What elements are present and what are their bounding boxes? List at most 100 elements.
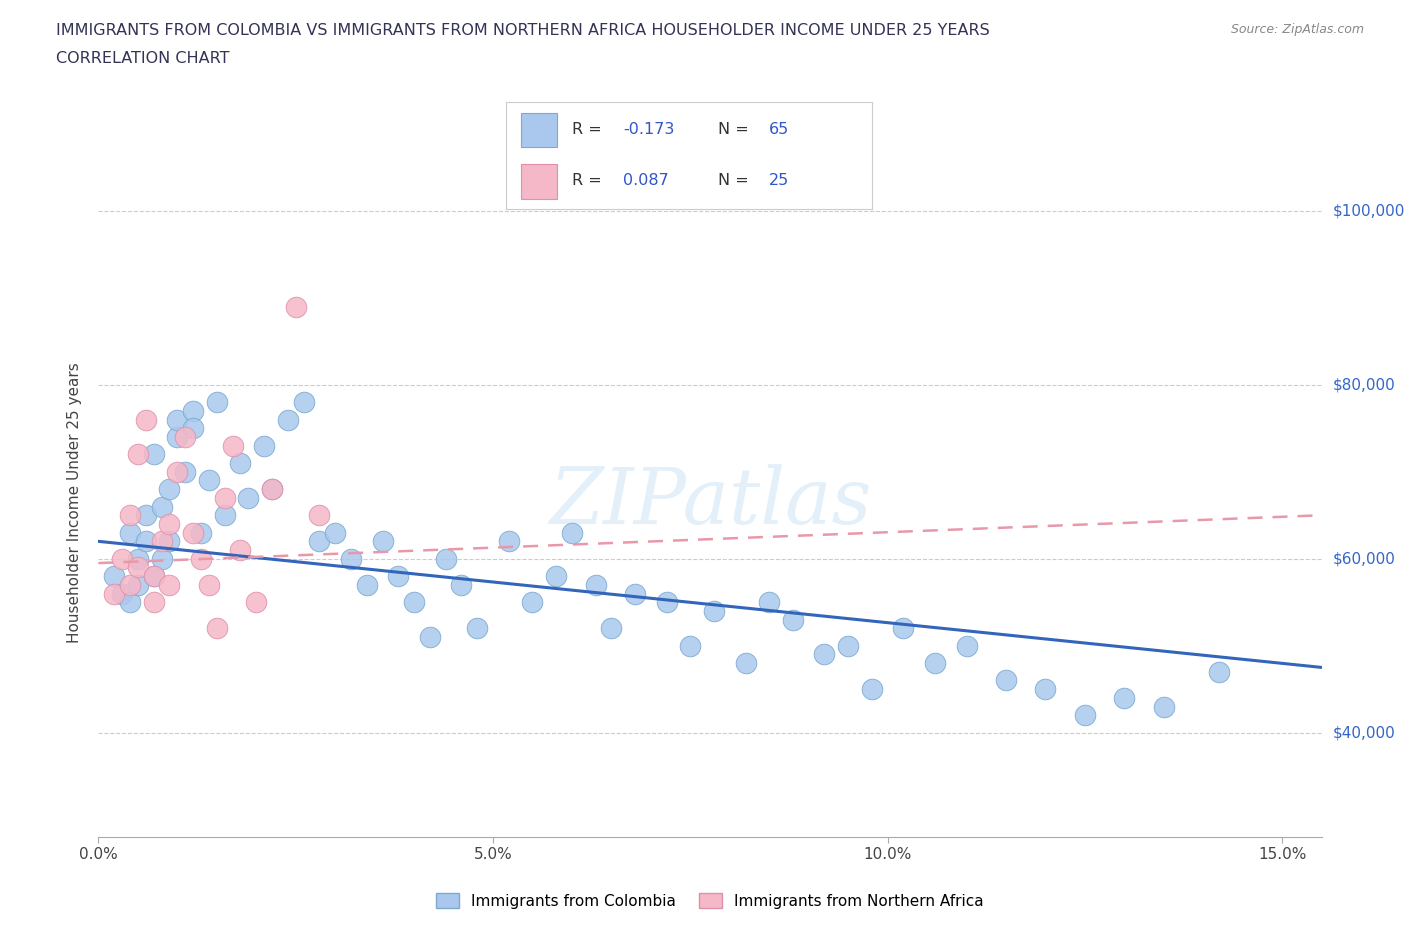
Text: CORRELATION CHART: CORRELATION CHART xyxy=(56,51,229,66)
Text: Source: ZipAtlas.com: Source: ZipAtlas.com xyxy=(1230,23,1364,36)
Point xyxy=(253,438,276,453)
Point xyxy=(1074,708,1097,723)
Point xyxy=(118,578,141,592)
Text: $60,000: $60,000 xyxy=(1333,551,1396,566)
Point xyxy=(198,578,221,592)
Point xyxy=(323,525,346,540)
Point xyxy=(782,612,804,627)
Point xyxy=(238,490,260,505)
Text: $100,000: $100,000 xyxy=(1333,204,1405,219)
Point xyxy=(893,621,915,636)
Point xyxy=(181,525,204,540)
Text: 0.087: 0.087 xyxy=(623,173,669,189)
Point xyxy=(159,534,181,549)
Point xyxy=(404,595,426,610)
Point xyxy=(434,551,457,566)
Point xyxy=(371,534,394,549)
Point xyxy=(159,578,181,592)
Point xyxy=(546,568,568,583)
Point xyxy=(994,673,1017,688)
Point xyxy=(127,578,149,592)
Point xyxy=(340,551,363,566)
Point xyxy=(150,499,173,514)
Point xyxy=(734,656,756,671)
Point xyxy=(103,586,125,601)
Point xyxy=(308,508,330,523)
Point xyxy=(655,595,678,610)
Point xyxy=(198,473,221,488)
Point xyxy=(135,508,157,523)
Point xyxy=(214,490,236,505)
Point xyxy=(703,604,725,618)
Point xyxy=(166,412,188,427)
Point xyxy=(205,394,228,409)
Point xyxy=(465,621,488,636)
Point xyxy=(142,595,165,610)
Point xyxy=(624,586,647,601)
Point xyxy=(190,551,212,566)
Text: 65: 65 xyxy=(769,122,790,137)
Point xyxy=(260,482,283,497)
Text: N =: N = xyxy=(718,173,754,189)
Point xyxy=(214,508,236,523)
Point xyxy=(174,464,197,479)
Point xyxy=(135,412,157,427)
Point xyxy=(955,638,977,653)
Point xyxy=(1208,664,1230,679)
Point xyxy=(150,551,173,566)
Point xyxy=(103,568,125,583)
Point xyxy=(190,525,212,540)
Text: 25: 25 xyxy=(769,173,790,189)
Point xyxy=(111,551,134,566)
Point xyxy=(585,578,607,592)
Point xyxy=(924,656,946,671)
Point xyxy=(292,394,315,409)
Point xyxy=(277,412,299,427)
Y-axis label: Householder Income Under 25 years: Householder Income Under 25 years xyxy=(67,362,83,643)
Point xyxy=(135,534,157,549)
Point xyxy=(356,578,378,592)
Point xyxy=(813,647,835,662)
Point xyxy=(522,595,544,610)
Point xyxy=(600,621,623,636)
Point xyxy=(1153,699,1175,714)
Point xyxy=(387,568,409,583)
Point xyxy=(419,630,441,644)
Point xyxy=(450,578,472,592)
Point xyxy=(181,404,204,418)
Point xyxy=(166,430,188,445)
Point xyxy=(284,299,307,314)
Point xyxy=(111,586,134,601)
Point xyxy=(159,516,181,531)
Text: $80,000: $80,000 xyxy=(1333,378,1396,392)
Point xyxy=(150,534,173,549)
Point xyxy=(118,595,141,610)
Point xyxy=(561,525,583,540)
Point xyxy=(679,638,702,653)
Point xyxy=(229,456,252,471)
Point xyxy=(118,525,141,540)
Text: N =: N = xyxy=(718,122,754,137)
Point xyxy=(142,568,165,583)
Legend: Immigrants from Colombia, Immigrants from Northern Africa: Immigrants from Colombia, Immigrants fro… xyxy=(429,885,991,916)
Point xyxy=(159,482,181,497)
Point xyxy=(142,568,165,583)
Point xyxy=(860,682,883,697)
Point xyxy=(221,438,243,453)
FancyBboxPatch shape xyxy=(520,113,557,147)
Point xyxy=(205,621,228,636)
Point xyxy=(229,542,252,557)
Point xyxy=(127,560,149,575)
Point xyxy=(118,508,141,523)
Point xyxy=(181,421,204,436)
Point xyxy=(127,447,149,462)
Text: ZIPatlas: ZIPatlas xyxy=(548,464,872,540)
Text: R =: R = xyxy=(572,173,607,189)
Text: R =: R = xyxy=(572,122,607,137)
Point xyxy=(837,638,859,653)
Point xyxy=(758,595,780,610)
FancyBboxPatch shape xyxy=(520,165,557,199)
Text: IMMIGRANTS FROM COLOMBIA VS IMMIGRANTS FROM NORTHERN AFRICA HOUSEHOLDER INCOME U: IMMIGRANTS FROM COLOMBIA VS IMMIGRANTS F… xyxy=(56,23,990,38)
Point xyxy=(245,595,267,610)
Point xyxy=(260,482,283,497)
